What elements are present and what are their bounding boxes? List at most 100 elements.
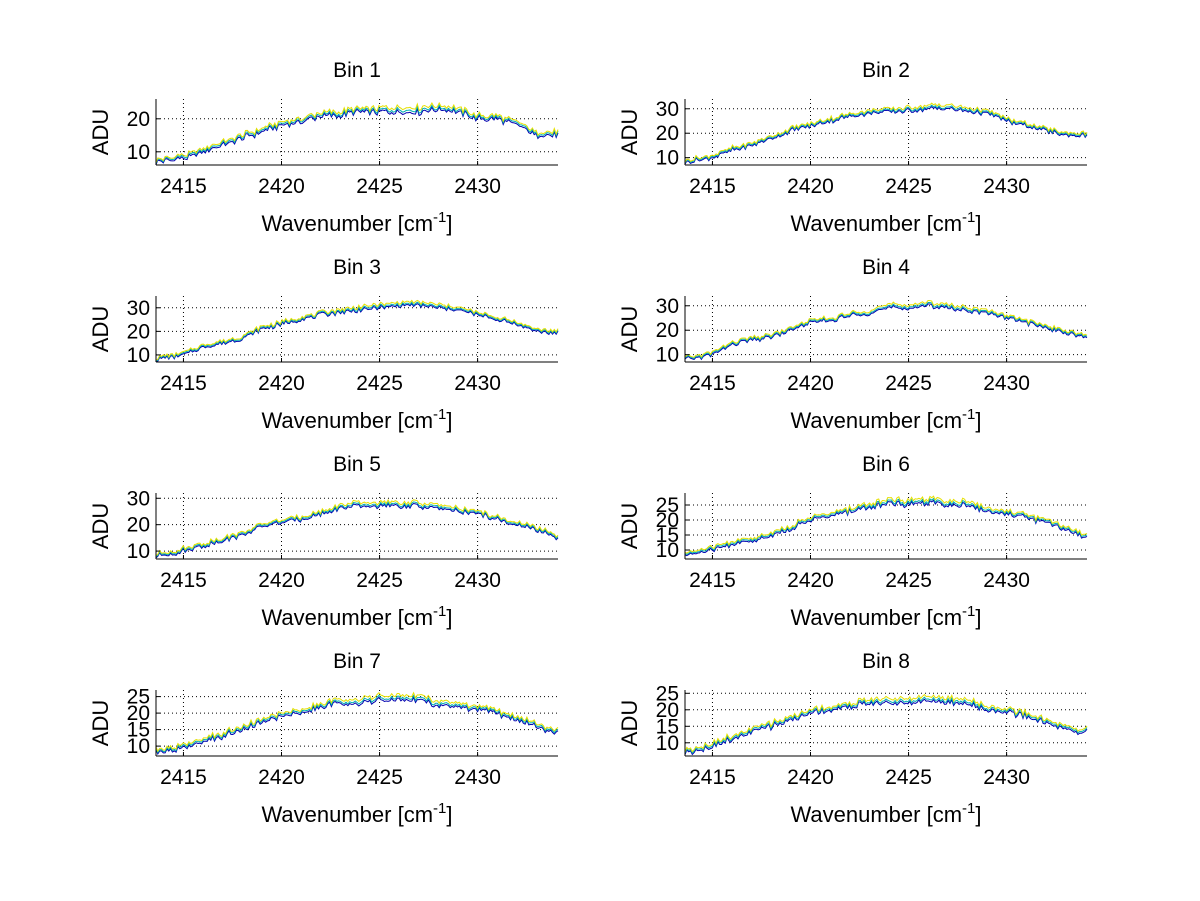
x-tick-label: 2415 [689,175,736,198]
x-axis-label-suffix: ] [446,605,452,630]
x-tick-label: 2425 [356,569,403,592]
y-tick-label: 10 [656,539,679,562]
y-tick-label: 30 [656,98,679,121]
subplot-title: Bin 6 [862,453,910,476]
series-line-3 [684,495,1088,554]
subplot-title: Bin 7 [333,650,381,673]
x-axis-label: Wavenumber [cm-1] [261,603,452,630]
y-tick-label: 10 [656,732,679,755]
x-tick-label: 2425 [356,372,403,395]
x-axis-label: Wavenumber [cm-1] [790,800,981,827]
x-axis-label-main: Wavenumber [cm [790,211,962,236]
series-line-1 [684,499,1088,557]
series-line-1 [155,696,559,755]
series-line-2 [684,696,1088,754]
x-axis-label-superscript: -1 [962,209,975,226]
series-line-1 [684,698,1088,756]
y-tick-label: 20 [656,509,679,532]
y-tick-label: 20 [127,514,150,537]
y-tick-label: 10 [127,540,150,563]
plot-area [685,690,1087,756]
x-axis-label-suffix: ] [446,802,452,827]
series-line-1 [684,303,1088,361]
y-tick-label: 15 [656,715,679,738]
y-axis-label: ADU [88,306,113,352]
series-line-2 [684,302,1088,360]
subplot-bin-1: 2415 2420 2425 2430 10 20 Bin 1 ADU Wavenumber [… [88,59,559,236]
y-tick-label: 10 [127,344,150,367]
x-tick-label: 2430 [454,175,501,198]
x-axis-label: Wavenumber [cm-1] [261,800,452,827]
y-tick-label: 20 [127,702,150,725]
x-tick-label: 2415 [689,766,736,789]
x-tick-label: 2415 [160,766,207,789]
y-tick-label: 25 [127,686,150,709]
y-axis-label: ADU [617,700,642,746]
series-line-2 [155,501,559,558]
y-tick-label: 15 [656,524,679,547]
x-tick-label: 2430 [454,569,501,592]
x-axis-label-suffix: ] [975,408,981,433]
series-line-2 [155,301,559,362]
x-axis-label: Wavenumber [cm-1] [790,603,981,630]
series-line-3 [684,693,1088,753]
x-tick-label: 2430 [983,175,1030,198]
x-axis-label-main: Wavenumber [cm [790,605,962,630]
x-tick-label: 2420 [787,569,834,592]
series-line-1 [155,502,559,559]
series-line-2 [684,104,1088,164]
x-tick-label: 2425 [885,766,932,789]
x-tick-label: 2430 [454,372,501,395]
x-tick-label: 2415 [689,372,736,395]
series-line-3 [155,691,559,753]
x-axis-label-suffix: ] [975,605,981,630]
series-line-3 [684,102,1088,163]
y-tick-label: 10 [127,141,150,164]
x-tick-label: 2420 [787,766,834,789]
series-line-2 [155,104,559,164]
x-tick-label: 2430 [983,569,1030,592]
x-tick-label: 2420 [258,175,305,198]
y-axis-label: ADU [617,306,642,352]
y-axis-label: ADU [88,503,113,549]
x-axis-label: Wavenumber [cm-1] [261,209,452,236]
y-axis-label: ADU [88,109,113,155]
x-axis-label-superscript: -1 [433,603,446,620]
subplot-title: Bin 1 [333,59,381,82]
x-tick-label: 2420 [787,372,834,395]
x-tick-label: 2415 [160,569,207,592]
x-axis-label-superscript: -1 [433,209,446,226]
plot-area [156,493,558,559]
subplot-title: Bin 3 [333,256,381,279]
x-axis-label-superscript: -1 [962,406,975,423]
series-line-1 [684,106,1088,165]
y-tick-label: 10 [656,344,679,367]
y-tick-label: 25 [656,682,679,705]
y-axis-label: ADU [617,109,642,155]
x-axis-label-superscript: -1 [433,800,446,817]
series-line-3 [155,299,559,361]
plot-area [156,690,558,756]
x-tick-label: 2420 [258,766,305,789]
x-axis-label-suffix: ] [446,408,452,433]
x-tick-label: 2415 [160,372,207,395]
y-tick-label: 20 [656,122,679,145]
x-tick-label: 2420 [258,372,305,395]
x-tick-label: 2430 [983,766,1030,789]
series-line-3 [155,101,559,163]
y-tick-label: 25 [656,494,679,517]
subplot-bin-5: 2415 2420 2425 2430 10 20 30 Bin 5 ADU Wavenumber… [88,453,559,630]
x-axis-label-superscript: -1 [433,406,446,423]
y-tick-label: 30 [127,297,150,320]
y-tick-label: 10 [656,147,679,170]
series-line-1 [155,105,559,165]
x-tick-label: 2425 [885,175,932,198]
x-axis-label: Wavenumber [cm-1] [790,406,981,433]
subplot-title: Bin 2 [862,59,910,82]
x-tick-label: 2415 [689,569,736,592]
x-axis-label-main: Wavenumber [cm [261,605,433,630]
x-axis-label-suffix: ] [975,802,981,827]
